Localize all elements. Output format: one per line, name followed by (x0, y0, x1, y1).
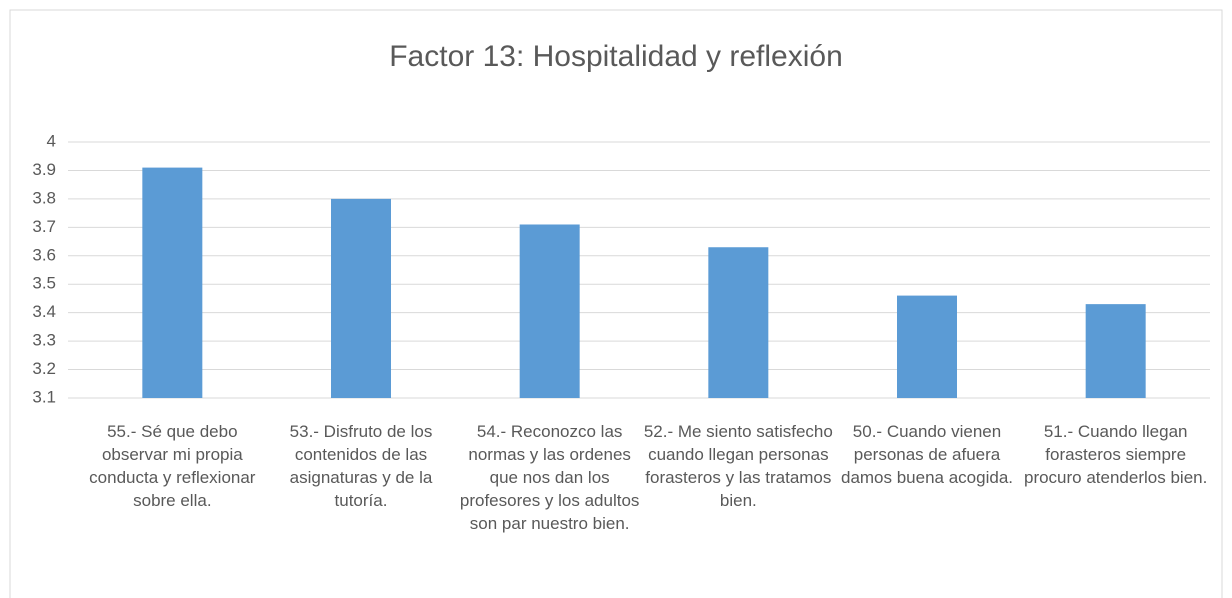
y-tick-label: 3.7 (32, 217, 56, 236)
y-tick-label: 3.9 (32, 160, 56, 179)
bar (1085, 304, 1146, 398)
y-tick-label: 3.4 (32, 302, 56, 321)
bar (331, 198, 391, 398)
x-tick-label: 55.- Sé que debo observar mi propia cond… (89, 422, 256, 510)
bar (708, 247, 769, 398)
y-tick-label: 4 (47, 131, 56, 150)
bar (519, 224, 580, 398)
x-tick-label: 50.- Cuando vienen personas de afuera da… (840, 422, 1014, 487)
y-tick-label: 3.2 (32, 359, 56, 378)
y-tick-label: 3.3 (32, 331, 56, 350)
x-tick-label: 54.- Reconozco las normas y las ordenes … (459, 422, 640, 533)
y-tick-label: 3.6 (32, 245, 56, 264)
chart-title: Factor 13: Hospitalidad y reflexión (389, 40, 843, 73)
x-tick-label: 52.- Me siento satisfecho cuando llegan … (643, 422, 833, 510)
chart-border (9, 9, 1223, 598)
x-tick-label: 51.- Cuando llegan forasteros siempre pr… (1023, 422, 1208, 487)
y-tick-label: 3.1 (32, 387, 56, 406)
bar (142, 167, 203, 398)
bar (897, 295, 957, 398)
y-tick-label: 3.8 (32, 188, 56, 207)
y-tick-label: 3.5 (32, 274, 56, 293)
x-tick-label: 53.- Disfruto de los contenidos de las a… (289, 422, 433, 510)
